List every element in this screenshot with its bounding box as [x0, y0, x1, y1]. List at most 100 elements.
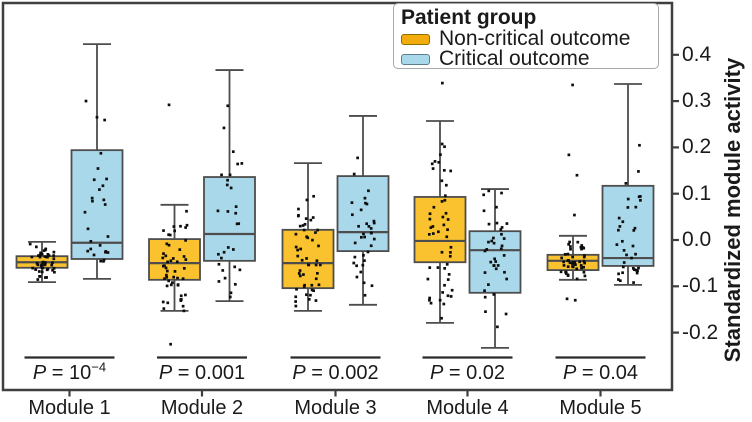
- data-point: [494, 260, 498, 263]
- data-point: [300, 258, 304, 262]
- data-point: [166, 301, 170, 305]
- data-point: [162, 229, 165, 232]
- data-point: [362, 281, 366, 285]
- data-point: [438, 298, 442, 302]
- data-point: [310, 288, 314, 292]
- data-point: [441, 215, 445, 219]
- data-point: [428, 212, 432, 216]
- data-point: [575, 277, 579, 281]
- data-point: [226, 104, 230, 108]
- data-point: [582, 270, 586, 274]
- data-point: [440, 316, 443, 320]
- data-point: [364, 201, 367, 205]
- data-point: [352, 261, 356, 265]
- data-point: [44, 247, 48, 251]
- data-point: [633, 226, 637, 230]
- data-point: [182, 266, 186, 270]
- data-point: [318, 263, 322, 267]
- p-value-label: P = 0.001: [158, 362, 246, 384]
- data-point: [433, 160, 437, 163]
- data-point: [428, 296, 431, 300]
- data-point: [165, 242, 169, 246]
- data-point: [102, 258, 106, 262]
- data-point: [307, 263, 311, 267]
- data-point: [487, 283, 490, 286]
- data-point: [583, 274, 587, 278]
- data-point: [314, 277, 318, 281]
- data-point: [560, 256, 564, 260]
- data-point: [98, 244, 102, 247]
- data-point: [492, 241, 496, 245]
- data-point: [179, 294, 183, 298]
- data-point: [562, 264, 566, 267]
- data-point: [624, 181, 628, 185]
- x-axis-label: Module 4: [426, 397, 509, 419]
- data-point: [86, 249, 90, 253]
- data-point: [502, 254, 506, 257]
- data-point: [448, 254, 452, 258]
- data-point: [638, 143, 641, 147]
- data-point: [240, 162, 244, 165]
- y-tick-label: -0.1: [682, 274, 719, 298]
- data-point: [634, 268, 638, 272]
- data-point: [566, 252, 570, 256]
- data-point: [294, 300, 297, 303]
- data-point: [350, 213, 354, 217]
- data-point: [617, 272, 620, 276]
- data-point: [363, 235, 366, 239]
- data-point: [166, 260, 169, 264]
- outlier-point: [169, 342, 172, 346]
- data-point: [569, 247, 572, 251]
- data-point: [568, 240, 571, 244]
- data-point: [164, 266, 168, 270]
- data-point: [36, 278, 40, 281]
- data-point: [369, 227, 373, 230]
- data-point: [571, 255, 575, 259]
- box-critical: [70, 149, 124, 260]
- data-point: [626, 197, 630, 201]
- data-point: [444, 183, 448, 187]
- y-tick-label: 0.2: [682, 135, 712, 159]
- data-point: [449, 295, 453, 298]
- data-point: [355, 264, 358, 268]
- data-point: [226, 210, 230, 213]
- data-point: [639, 198, 642, 202]
- data-point: [621, 220, 625, 224]
- data-point: [165, 273, 168, 277]
- data-point: [449, 251, 452, 254]
- data-point: [635, 271, 639, 275]
- data-point: [571, 265, 574, 268]
- data-point: [105, 177, 108, 181]
- data-point: [167, 233, 170, 237]
- data-point: [449, 169, 453, 173]
- data-point: [617, 278, 620, 281]
- data-point: [496, 325, 499, 329]
- data-point: [165, 275, 169, 279]
- data-point: [102, 198, 106, 202]
- data-point: [637, 266, 640, 270]
- data-point: [495, 205, 498, 209]
- outlier-point: [575, 173, 579, 177]
- data-point: [445, 262, 449, 266]
- data-point: [294, 295, 298, 299]
- data-point: [492, 236, 495, 240]
- outlier-point: [167, 103, 171, 107]
- data-point: [626, 206, 630, 209]
- data-point: [353, 241, 357, 245]
- data-point: [95, 115, 99, 119]
- data-point: [226, 246, 230, 249]
- data-point: [298, 224, 302, 228]
- data-point: [442, 302, 446, 306]
- data-point: [296, 214, 300, 218]
- data-point: [45, 276, 48, 279]
- data-point: [443, 283, 446, 287]
- data-point: [363, 259, 366, 262]
- data-point: [439, 153, 442, 157]
- data-point: [40, 252, 44, 256]
- data-point: [621, 271, 624, 275]
- data-point: [428, 217, 432, 221]
- data-point: [172, 225, 176, 228]
- data-point: [235, 222, 239, 226]
- box-noncritical: [413, 196, 467, 264]
- data-point: [102, 259, 105, 263]
